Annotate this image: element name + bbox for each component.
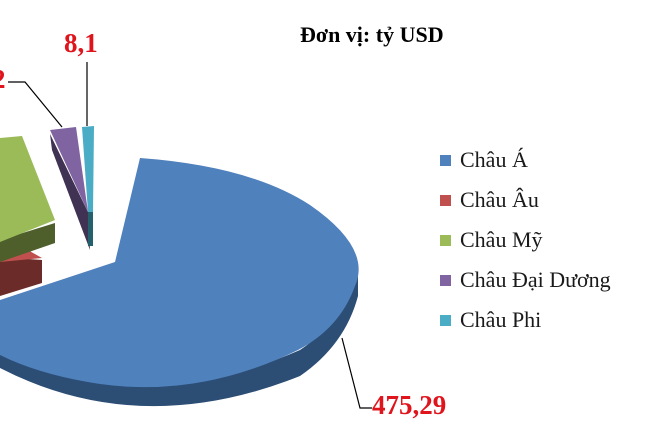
data-label-chau-a: 475,29: [372, 390, 446, 420]
slice-chau-my: [0, 136, 55, 262]
legend-label: Châu Đại Dương: [460, 267, 611, 292]
data-label-chau-phi: 8,1: [64, 28, 98, 58]
legend-label: Châu Âu: [460, 187, 539, 212]
legend-label: Châu Phi: [460, 307, 542, 332]
slice-chau-dai-duong-top: [50, 127, 88, 212]
legend-item-chau-dai-duong: Châu Đại Dương: [440, 260, 611, 300]
slice-chau-a-top: [0, 158, 359, 388]
slice-chau-a-side: [0, 268, 358, 407]
unit-label: Đơn vị: tỷ USD: [300, 22, 444, 47]
legend-label: Châu Mỹ: [460, 227, 543, 252]
legend-label: Châu Á: [460, 147, 528, 172]
leader-line-chau-a: [341, 337, 372, 409]
slice-chau-my-side: [0, 223, 55, 262]
slice-chau-my-top: [0, 136, 55, 242]
legend-item-chau-au: Châu Âu: [440, 180, 611, 220]
legend-swatch-chau-my: [440, 234, 451, 246]
slice-chau-phi-top: [82, 126, 94, 212]
slice-chau-dai-duong-side: [50, 134, 90, 250]
legend-swatch-chau-phi: [440, 314, 451, 326]
data-label-chau-dai-duong: 2: [0, 64, 6, 94]
legend-swatch-chau-au: [440, 194, 451, 206]
legend-swatch-chau-dai-duong: [440, 274, 451, 286]
slice-chau-phi: [82, 126, 94, 246]
legend-item-chau-my: Châu Mỹ: [440, 220, 611, 260]
legend-item-chau-phi: Châu Phi: [440, 300, 611, 340]
legend: Châu Á Châu Âu Châu Mỹ Châu Đại Dương Ch…: [440, 140, 611, 340]
slice-chau-dai-duong: [50, 127, 90, 250]
leader-line-chau-dai-duong: [8, 81, 63, 128]
slice-chau-phi-side: [88, 212, 93, 246]
legend-swatch-chau-a: [440, 154, 451, 166]
slice-chau-a: [0, 158, 359, 407]
legend-item-chau-a: Châu Á: [440, 140, 611, 180]
slice-chau-au-side: [0, 257, 42, 296]
